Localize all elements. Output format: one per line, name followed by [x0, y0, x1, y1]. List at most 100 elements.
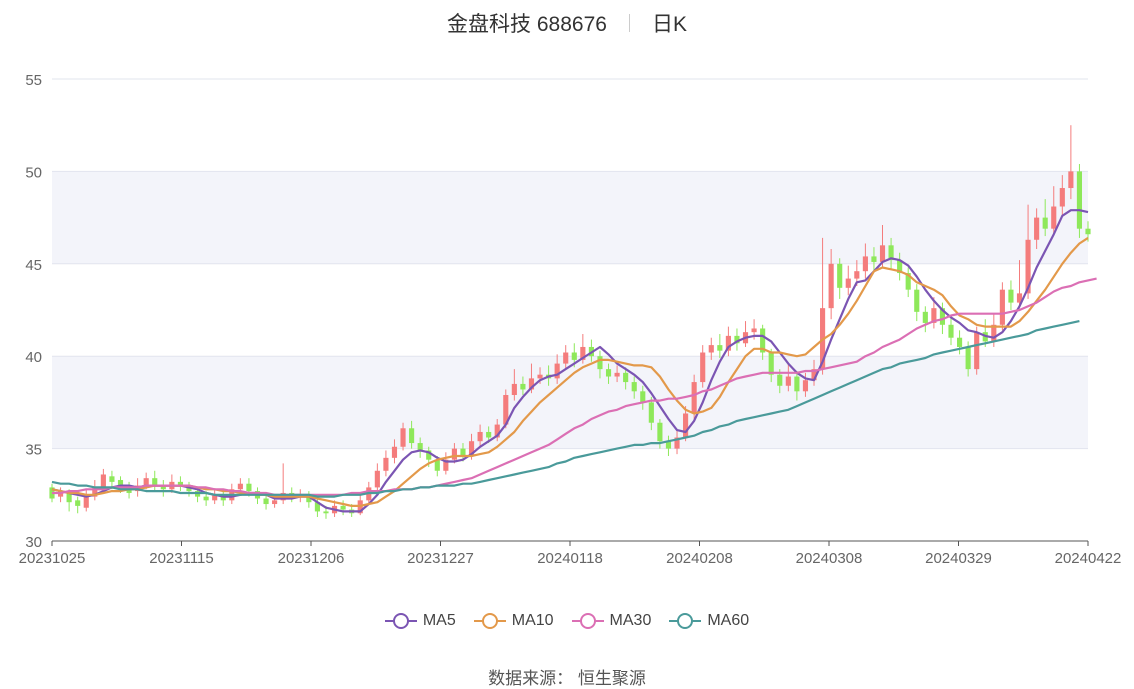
candle-body: [871, 256, 877, 262]
period-label: 日K: [651, 13, 687, 36]
candle: [897, 252, 903, 281]
candle-body: [75, 500, 81, 506]
candle: [845, 265, 851, 296]
candle-body: [417, 443, 423, 451]
candle: [451, 443, 457, 464]
candle: [760, 324, 766, 360]
x-tick-label: 20231115: [149, 550, 214, 567]
candle: [871, 247, 877, 272]
candle-body: [614, 372, 620, 377]
candle-body: [314, 502, 320, 512]
candle-body: [117, 480, 124, 488]
candle-body: [1034, 217, 1040, 240]
candle-body: [443, 459, 449, 471]
candles: [49, 125, 1091, 519]
candle: [1042, 199, 1048, 237]
candle-body: [494, 424, 500, 438]
candle-body: [1051, 206, 1057, 229]
candle-body: [520, 383, 526, 390]
candle: [674, 430, 680, 455]
candle: [520, 376, 526, 396]
legend-item-ma60[interactable]: MA60: [669, 612, 749, 630]
candle: [742, 321, 749, 347]
candle-body: [503, 395, 509, 425]
legend-item-ma30[interactable]: MA30: [571, 612, 651, 630]
candle-body: [537, 374, 543, 379]
candle: [734, 328, 740, 351]
candle-body: [802, 380, 809, 392]
candle: [554, 354, 560, 384]
candle-body: [177, 481, 183, 486]
chart-title: 金盘科技 688676 日K: [0, 8, 1134, 38]
legend-dot: [481, 613, 498, 629]
y-tick-label: 35: [25, 442, 42, 459]
candle-body: [152, 478, 158, 486]
candle-body: [1059, 188, 1065, 207]
candle: [186, 481, 192, 497]
candle: [340, 500, 346, 516]
moving-average-lines: [51, 209, 1097, 513]
candle: [75, 496, 81, 514]
candle: [1008, 280, 1014, 310]
candle-body: [109, 476, 115, 482]
candle-body: [965, 346, 971, 370]
candle: [888, 237, 894, 270]
legend-item-ma5[interactable]: MA5: [384, 612, 456, 630]
legend-item-ma10[interactable]: MA10: [473, 612, 554, 630]
candle: [811, 359, 817, 386]
candle-body: [1025, 239, 1031, 294]
candle-body: [948, 324, 954, 338]
ma-line-ma10: [51, 236, 1089, 507]
candle-body: [785, 376, 791, 386]
x-axis: 20231025 20231115 20231206 20231227 20240118…: [19, 540, 1121, 567]
candle-body: [306, 494, 312, 503]
candle: [802, 372, 809, 397]
candle: [665, 435, 672, 456]
candle-body: [511, 383, 517, 396]
candle-body: [991, 324, 997, 342]
candle: [879, 224, 886, 268]
candle: [785, 363, 791, 392]
candle-body: [665, 441, 672, 449]
candle-body: [657, 422, 663, 442]
candle: [1068, 125, 1074, 200]
candle-body: [922, 311, 928, 323]
candle-body: [623, 372, 629, 383]
candle: [563, 345, 569, 370]
candle-body: [66, 492, 72, 503]
candle-body: [905, 273, 911, 290]
candle-body: [391, 446, 398, 458]
candle-body: [477, 431, 483, 442]
candle: [477, 424, 483, 447]
candle-body: [263, 498, 269, 505]
candle-body: [374, 470, 380, 488]
candle: [794, 370, 800, 401]
candle-body: [100, 474, 106, 488]
candle: [631, 376, 637, 399]
candle-body: [203, 496, 209, 501]
candle-body: [957, 337, 963, 347]
candle-body: [400, 428, 406, 447]
candle: [374, 463, 380, 492]
candle-body: [1008, 289, 1014, 303]
candle: [83, 489, 89, 512]
candle-body: [700, 352, 706, 383]
legend-dot: [579, 613, 596, 629]
candle-body: [92, 487, 98, 497]
candle: [828, 249, 834, 320]
candle-body: [725, 335, 731, 351]
candle: [999, 282, 1005, 331]
candle-body: [1016, 293, 1023, 303]
candle-body: [383, 457, 389, 471]
candle-body: [760, 328, 766, 353]
candle-body: [931, 308, 937, 323]
candle-body: [837, 263, 843, 288]
candle-body: [554, 363, 560, 379]
candle: [837, 258, 843, 299]
candle: [1051, 186, 1057, 235]
ma-line-ma60: [51, 320, 1080, 498]
candle: [383, 450, 389, 477]
candle-body: [751, 328, 757, 333]
candle-body: [845, 278, 851, 288]
candle-body: [1076, 171, 1083, 229]
